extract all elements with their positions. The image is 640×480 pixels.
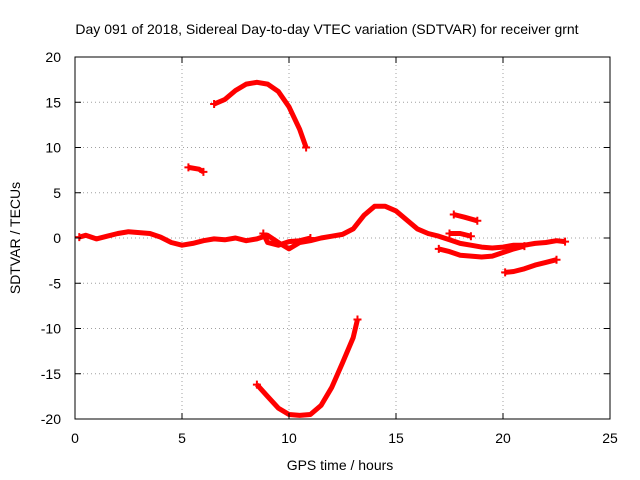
y-tick-label: 15 (45, 94, 61, 110)
series-point (306, 234, 315, 242)
y-tick-label: 10 (45, 140, 61, 156)
y-tick-label: 20 (45, 49, 61, 65)
x-tick-label: 0 (71, 430, 79, 446)
series-point (445, 229, 454, 238)
series-point (210, 100, 219, 109)
y-tick-label: -20 (41, 411, 61, 427)
x-axis-label: GPS time / hours (287, 457, 394, 473)
x-tick-label: 15 (388, 430, 404, 446)
ticks: 0 5 10 15 20 25 20 15 10 5 0 -5 -10 -15 -20 (41, 49, 618, 446)
y-tick-label: -5 (49, 275, 62, 291)
series-main-trace (78, 203, 566, 252)
series-point (184, 163, 193, 172)
series-point (353, 315, 362, 324)
chart-title: Day 091 of 2018, Sidereal Day-to-day VTE… (75, 21, 578, 37)
y-tick-label: 0 (53, 230, 61, 246)
series-point (75, 233, 84, 242)
series-point (552, 255, 561, 264)
series-bottom-arc (255, 318, 360, 418)
y-tick-label: -15 (41, 366, 61, 382)
series-point (501, 268, 510, 277)
series-point (302, 143, 311, 152)
series-point (561, 237, 570, 246)
series-point (259, 229, 268, 238)
series-point (252, 380, 261, 389)
series-point (449, 210, 458, 219)
series-point (473, 216, 482, 225)
series-point (466, 232, 475, 241)
series-secondary-trace (261, 232, 312, 248)
grid (75, 57, 610, 419)
x-tick-label: 5 (178, 430, 186, 446)
series-layer (75, 79, 570, 418)
series-point (199, 167, 208, 176)
y-tick-label: -10 (41, 321, 61, 337)
series-top-arc (213, 79, 309, 149)
x-tick-label: 20 (495, 430, 511, 446)
series-far-lower-trace (504, 257, 558, 275)
x-tick-label: 25 (602, 430, 618, 446)
series-point (434, 244, 443, 253)
y-tick-label: 5 (53, 185, 61, 201)
series-point (520, 242, 529, 251)
x-tick-label: 10 (281, 430, 297, 446)
y-axis-label: SDTVAR / TECUs (7, 182, 23, 294)
series-lower-right-trace (438, 243, 526, 260)
